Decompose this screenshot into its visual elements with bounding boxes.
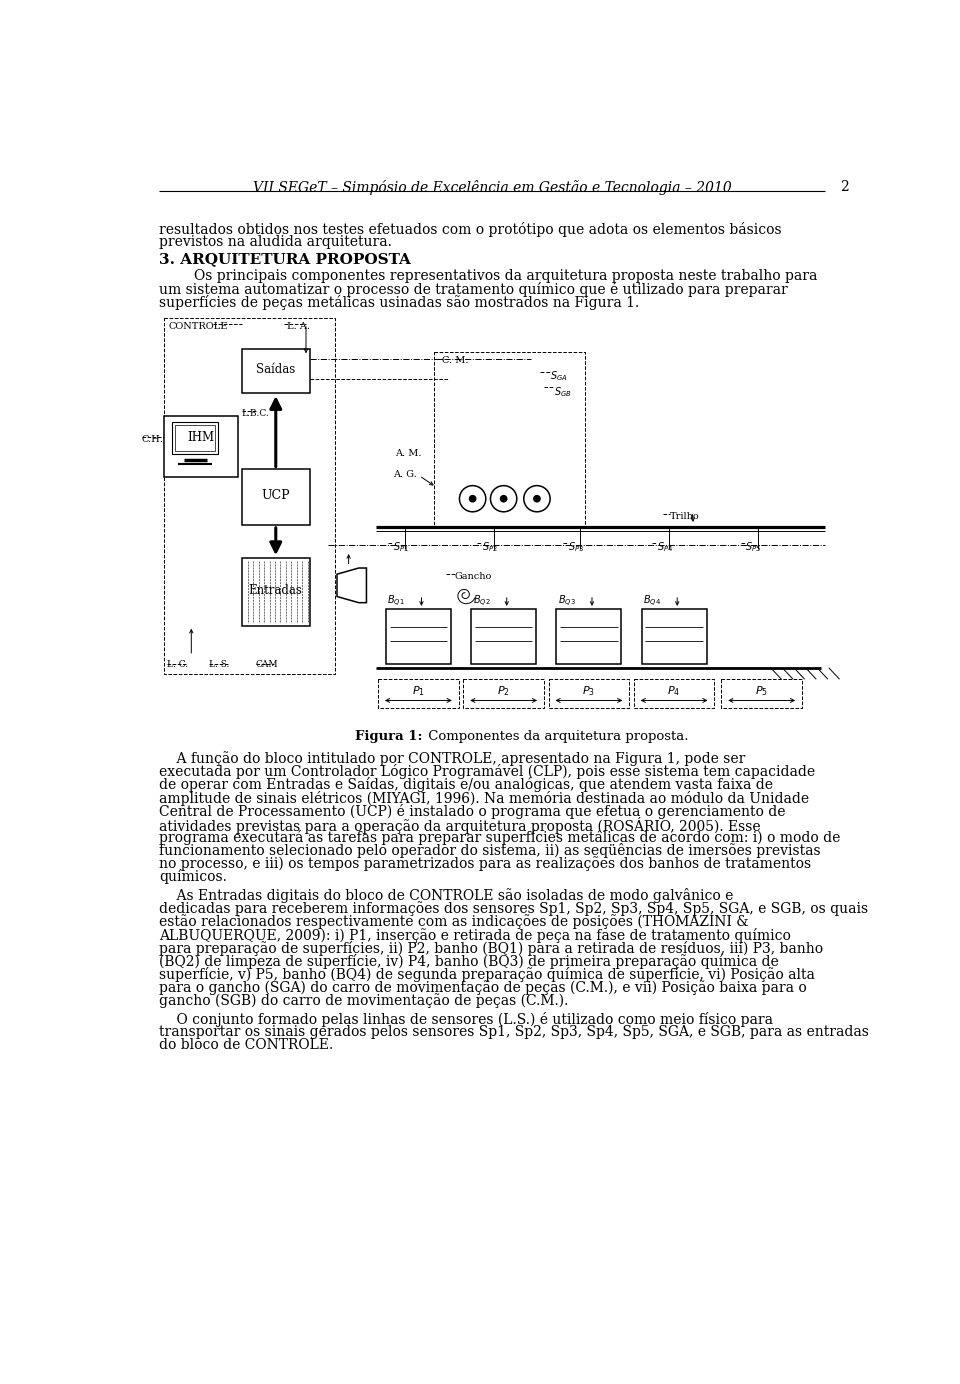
Text: L. S.: L. S. — [209, 660, 229, 668]
Text: Trilho: Trilho — [670, 512, 700, 520]
Bar — [164, 415, 238, 477]
Text: A função do bloco intitulado por CONTROLE, apresentado na Figura 1, pode ser: A função do bloco intitulado por CONTROL… — [158, 752, 745, 767]
Text: O conjunto formado pelas linhas de sensores (L.S.) é utilizado como meio físico : O conjunto formado pelas linhas de senso… — [158, 1012, 773, 1027]
Text: A. G.: A. G. — [393, 471, 417, 479]
Text: As Entradas digitais do bloco de CONTROLE são isoladas de modo galvânico e: As Entradas digitais do bloco de CONTROL… — [158, 889, 733, 904]
Text: executada por um Controlador Lógico Programável (CLP), pois esse sistema tem cap: executada por um Controlador Lógico Prog… — [158, 764, 815, 779]
Circle shape — [500, 495, 508, 502]
Text: amplitude de sinais elétricos (MIYAGI, 1996). Na memória destinada ao módulo da : amplitude de sinais elétricos (MIYAGI, 1… — [158, 790, 809, 805]
Circle shape — [468, 495, 476, 502]
Text: funcionamento selecionado pelo operador do sistema, ii) as seqüências de imersõe: funcionamento selecionado pelo operador … — [158, 843, 821, 858]
Text: ALBUQUERQUE, 2009): i) P1, inserção e retirada de peça na fase de tratamento quí: ALBUQUERQUE, 2009): i) P1, inserção e re… — [158, 927, 791, 943]
Text: $P_4$: $P_4$ — [667, 684, 681, 698]
Text: 2: 2 — [840, 180, 849, 194]
Text: transportar os sinais gerados pelos sensores Sp1, Sp2, Sp3, Sp4, Sp5, SGA, e SGB: transportar os sinais gerados pelos sens… — [158, 1026, 869, 1039]
Text: $S_{GA}$: $S_{GA}$ — [550, 370, 567, 383]
Bar — [242, 349, 310, 393]
Text: no processo, e iii) os tempos parametrizados para as realizações dos banhos de t: no processo, e iii) os tempos parametriz… — [158, 855, 811, 871]
Text: $S_{P3}$: $S_{P3}$ — [568, 540, 584, 554]
Text: $S_{P5}$: $S_{P5}$ — [745, 540, 761, 554]
Text: Os principais componentes representativos da arquitetura proposta neste trabalho: Os principais componentes representativo… — [158, 270, 817, 284]
Text: $P_1$: $P_1$ — [412, 684, 425, 698]
Text: Gancho: Gancho — [455, 572, 492, 581]
Polygon shape — [337, 567, 367, 602]
Text: $S_{P1}$: $S_{P1}$ — [393, 540, 409, 554]
Text: C.H.: C.H. — [142, 435, 163, 444]
Text: A. M.: A. M. — [396, 448, 421, 458]
Text: Componentes da arquitetura proposta.: Componentes da arquitetura proposta. — [423, 729, 688, 743]
Text: para preparação de superfícies, ii) P2, banho (BQ1) para a retirada de resíduos,: para preparação de superfícies, ii) P2, … — [158, 941, 823, 956]
Text: de operar com Entradas e Saídas, digitais e/ou analógicas, que atendem vasta fai: de operar com Entradas e Saídas, digitai… — [158, 778, 773, 793]
Text: Saídas: Saídas — [256, 363, 296, 376]
Bar — [386, 609, 451, 664]
Text: gancho (SGB) do carro de movimentação de peças (C.M.).: gancho (SGB) do carro de movimentação de… — [158, 994, 568, 1008]
Bar — [242, 469, 310, 525]
Text: $B_{Q2}$: $B_{Q2}$ — [472, 594, 491, 609]
Text: um sistema automatizar o processo de tratamento químico que é utilizado para pre: um sistema automatizar o processo de tra… — [158, 282, 787, 298]
Text: Figura 1:: Figura 1: — [355, 729, 422, 743]
Text: Entradas: Entradas — [249, 584, 302, 597]
Bar — [175, 425, 215, 451]
Text: dedicadas para receberem informações dos sensores Sp1, Sp2, Sp3, Sp4, Sp5, SGA, : dedicadas para receberem informações dos… — [158, 901, 868, 916]
Text: previstos na aludida arquitetura.: previstos na aludida arquitetura. — [158, 235, 392, 249]
Text: para o gancho (SGA) do carro de movimentação de peças (C.M.), e vii) Posição bai: para o gancho (SGA) do carro de moviment… — [158, 980, 806, 995]
Text: $B_{Q1}$: $B_{Q1}$ — [388, 594, 405, 609]
Bar — [557, 609, 621, 664]
Bar — [471, 609, 537, 664]
Text: do bloco de CONTROLE.: do bloco de CONTROLE. — [158, 1038, 333, 1052]
Text: L. C.: L. C. — [167, 660, 188, 668]
Bar — [242, 558, 310, 626]
Circle shape — [533, 495, 540, 502]
Text: Central de Processamento (UCP) é instalado o programa que efetua o gerenciamento: Central de Processamento (UCP) é instala… — [158, 804, 785, 819]
Text: C. M.: C. M. — [442, 356, 468, 365]
Text: $S_{P2}$: $S_{P2}$ — [482, 540, 498, 554]
Text: UCP: UCP — [261, 489, 290, 502]
Text: $P_5$: $P_5$ — [756, 684, 768, 698]
Text: $P_3$: $P_3$ — [583, 684, 595, 698]
Bar — [641, 609, 707, 664]
Text: superfícies de peças metálicas usinadas são mostrados na Figura 1.: superfícies de peças metálicas usinadas … — [158, 295, 639, 310]
Text: atividades previstas para a operação da arquitetura proposta (ROSÁRIO, 2005). Es: atividades previstas para a operação da … — [158, 817, 760, 833]
Text: 3. ARQUITETURA PROPOSTA: 3. ARQUITETURA PROPOSTA — [158, 252, 411, 266]
Text: L.B.C.: L.B.C. — [242, 408, 270, 418]
Text: VII SEGeT – Simpósio de Excelência em Gestão e Tecnologia – 2010: VII SEGeT – Simpósio de Excelência em Ge… — [252, 180, 732, 195]
Text: superfície, v) P5, banho (BQ4) de segunda preparação química de superfície, vi) : superfície, v) P5, banho (BQ4) de segund… — [158, 967, 815, 981]
Text: $B_{Q4}$: $B_{Q4}$ — [643, 594, 661, 609]
Text: CONTROLE: CONTROLE — [168, 321, 228, 331]
Text: $B_{Q3}$: $B_{Q3}$ — [558, 594, 576, 609]
Text: químicos.: químicos. — [158, 869, 227, 884]
Text: resultados obtidos nos testes efetuados com o protótipo que adota os elementos b: resultados obtidos nos testes efetuados … — [158, 221, 781, 237]
Text: (BQ2) de limpeza de superfície, iv) P4, banho (BQ3) de primeira preparação quími: (BQ2) de limpeza de superfície, iv) P4, … — [158, 954, 779, 969]
Bar — [172, 422, 219, 454]
Text: $S_{GB}$: $S_{GB}$ — [554, 385, 572, 399]
Text: L. A.: L. A. — [287, 321, 310, 331]
Text: $S_{P4}$: $S_{P4}$ — [657, 540, 673, 554]
Text: programa executará as tarefas para preparar superfícies metálicas de acordo com:: programa executará as tarefas para prepa… — [158, 830, 840, 844]
Text: IHM: IHM — [187, 430, 214, 444]
Text: CAM: CAM — [255, 660, 278, 668]
Text: $P_2$: $P_2$ — [497, 684, 510, 698]
Text: estão relacionados respectivamente com as indicações de posições (THOMAZINI &: estão relacionados respectivamente com a… — [158, 915, 749, 930]
